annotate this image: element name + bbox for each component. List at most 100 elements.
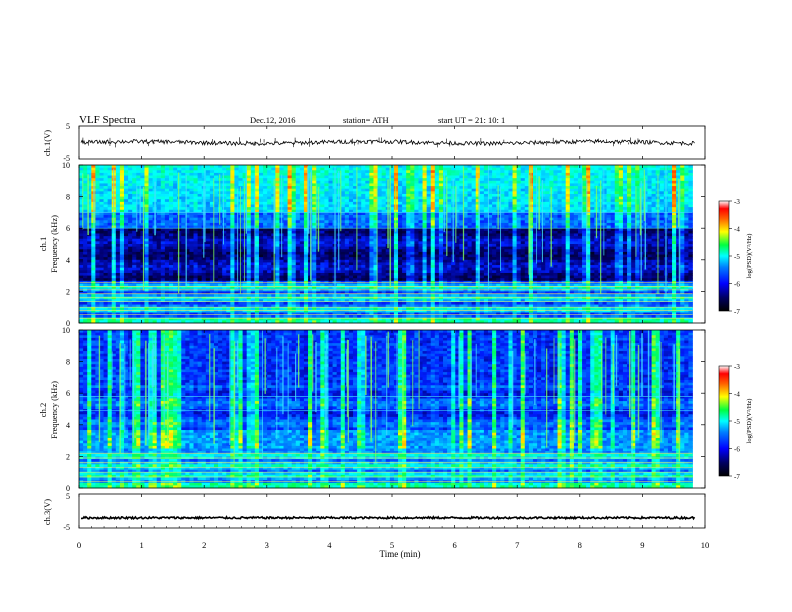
spectrogram-cell — [541, 212, 546, 216]
spectrogram-cell — [455, 222, 460, 226]
spectrogram-cell — [189, 201, 194, 205]
spectrogram-cell — [516, 183, 522, 187]
spectrogram-cell — [639, 172, 644, 176]
spectrogram-cell — [328, 167, 333, 171]
spectrogram-cell — [389, 183, 395, 187]
spectrogram-cell — [418, 228, 423, 232]
spectrogram-cell — [218, 230, 223, 234]
spectrogram-cell — [545, 186, 550, 190]
spectrogram-cell — [152, 172, 158, 176]
spectrogram-cell — [594, 246, 599, 250]
spectrogram-cell — [426, 233, 432, 237]
spectrogram-cell — [328, 212, 333, 216]
spectrogram-cell — [267, 175, 272, 179]
spectrogram-cell — [348, 215, 354, 219]
spectrogram-cell — [95, 167, 100, 171]
spectrogram-cell — [504, 165, 509, 169]
spectrogram-cell — [451, 165, 456, 169]
spectrogram-cell — [577, 167, 583, 171]
spectrogram-cell — [254, 230, 260, 234]
spectrogram-cell — [577, 230, 583, 234]
spectrogram-cell — [103, 228, 109, 232]
spectrogram-cell — [463, 193, 468, 197]
spectrogram-cell — [590, 193, 595, 197]
spectrogram-cell — [512, 215, 518, 219]
spectrogram-cell — [258, 204, 264, 208]
spectrogram-cell — [667, 186, 673, 190]
spectrogram-cell — [602, 172, 607, 176]
spectrogram-cell — [627, 188, 632, 192]
spectrogram-cell — [471, 233, 477, 237]
spectrogram-cell — [303, 199, 309, 203]
spectrogram-cell — [164, 196, 170, 200]
spectrogram-cell — [164, 199, 170, 203]
spectrogram-cell — [618, 186, 624, 190]
spectrogram-cell — [361, 183, 366, 187]
spectrogram-cell — [659, 196, 665, 200]
spectrogram-cell — [557, 230, 562, 234]
spectrogram-cell — [226, 238, 231, 242]
spectrogram-cell — [532, 217, 538, 221]
spectrogram-cell — [565, 209, 571, 213]
spectrogram-cell — [140, 249, 145, 253]
spectrogram-cell — [606, 183, 612, 187]
spectrogram-cell — [254, 236, 260, 240]
spectrogram-cell — [132, 249, 137, 253]
spectrogram-cell — [471, 204, 477, 208]
spectrogram-cell — [222, 225, 227, 229]
spectrogram-cell — [541, 183, 546, 187]
spectrogram-cell — [651, 175, 657, 179]
spectrogram-cell — [103, 183, 109, 187]
spectrogram-cell — [103, 244, 109, 248]
spectrogram-cell — [209, 193, 215, 197]
spectrogram-cell — [79, 204, 84, 208]
spectrogram-cell — [627, 193, 632, 197]
spectrogram-cell — [471, 178, 477, 182]
spectrogram-cell — [365, 165, 370, 169]
spectrogram-cell — [524, 249, 530, 253]
spectrogram-cell — [667, 212, 673, 216]
spectrogram-cell — [303, 238, 309, 242]
spectrogram-cell — [193, 167, 199, 171]
spectrogram-cell — [205, 212, 211, 216]
spectrogram-cell — [115, 244, 121, 248]
spectrogram-cell — [483, 196, 489, 200]
spectrogram-cell — [197, 249, 203, 253]
spectrogram-cell — [193, 212, 199, 216]
spectrogram-cell — [209, 178, 215, 182]
spectrogram-cell — [569, 204, 575, 208]
spectrogram-cell — [512, 222, 518, 226]
spectrogram-cell — [361, 170, 366, 174]
spectrogram-cell — [541, 238, 546, 242]
spectrogram-cell — [250, 165, 256, 169]
spectrogram-cell — [357, 183, 362, 187]
spectrogram-cell — [483, 212, 489, 216]
spectrogram-cell — [430, 186, 436, 190]
spectrogram-cell — [295, 196, 301, 200]
spectrogram-cell — [258, 222, 264, 226]
spectrogram-cell — [361, 180, 366, 184]
spectrogram-cell — [463, 183, 468, 187]
spectrogram-cell — [680, 207, 685, 211]
spectrogram-cell — [303, 207, 309, 211]
spectrogram-cell — [512, 165, 518, 169]
spectrogram-cell — [418, 212, 423, 216]
spectrogram-cell — [205, 183, 211, 187]
spectrogram-cell — [234, 180, 239, 184]
spectrogram-cell — [250, 249, 256, 253]
spectrogram-cell — [614, 246, 620, 250]
spectrogram-cell — [504, 215, 509, 219]
spectrogram-cell — [340, 201, 346, 205]
spectrogram-cell — [201, 172, 207, 176]
spectrogram-cell — [618, 188, 624, 192]
spectrogram-cell — [463, 178, 468, 182]
spectrogram-cell — [177, 191, 182, 195]
spectrogram-cell — [234, 215, 239, 219]
spectrogram-cell — [246, 170, 252, 174]
spectrogram-cell — [103, 167, 109, 171]
spectrogram-cell — [561, 209, 567, 213]
spectrogram-cell — [561, 175, 567, 179]
spectrogram-cell — [132, 178, 137, 182]
spectrogram-cell — [651, 188, 657, 192]
